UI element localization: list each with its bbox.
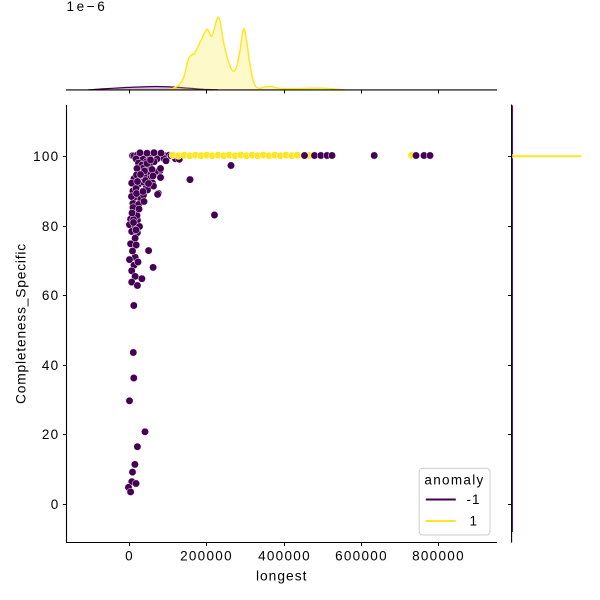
svg-text:100: 100 (33, 149, 59, 164)
svg-text:20: 20 (42, 427, 60, 442)
svg-text:40: 40 (42, 358, 60, 373)
svg-text:60: 60 (42, 288, 60, 303)
svg-text:200000: 200000 (180, 549, 233, 564)
svg-text:400000: 400000 (258, 549, 311, 564)
svg-text:1: 1 (470, 514, 478, 529)
svg-text:600000: 600000 (335, 549, 388, 564)
svg-text:-1: -1 (467, 492, 481, 507)
svg-text:800000: 800000 (412, 549, 465, 564)
svg-text:1e−6: 1e−6 (67, 0, 108, 14)
svg-text:longest: longest (256, 569, 308, 584)
svg-text:Completeness_Specific: Completeness_Specific (14, 243, 29, 404)
svg-text:80: 80 (42, 219, 60, 234)
svg-text:anomaly: anomaly (424, 472, 484, 487)
svg-text:0: 0 (125, 549, 134, 564)
svg-text:0: 0 (51, 497, 60, 512)
